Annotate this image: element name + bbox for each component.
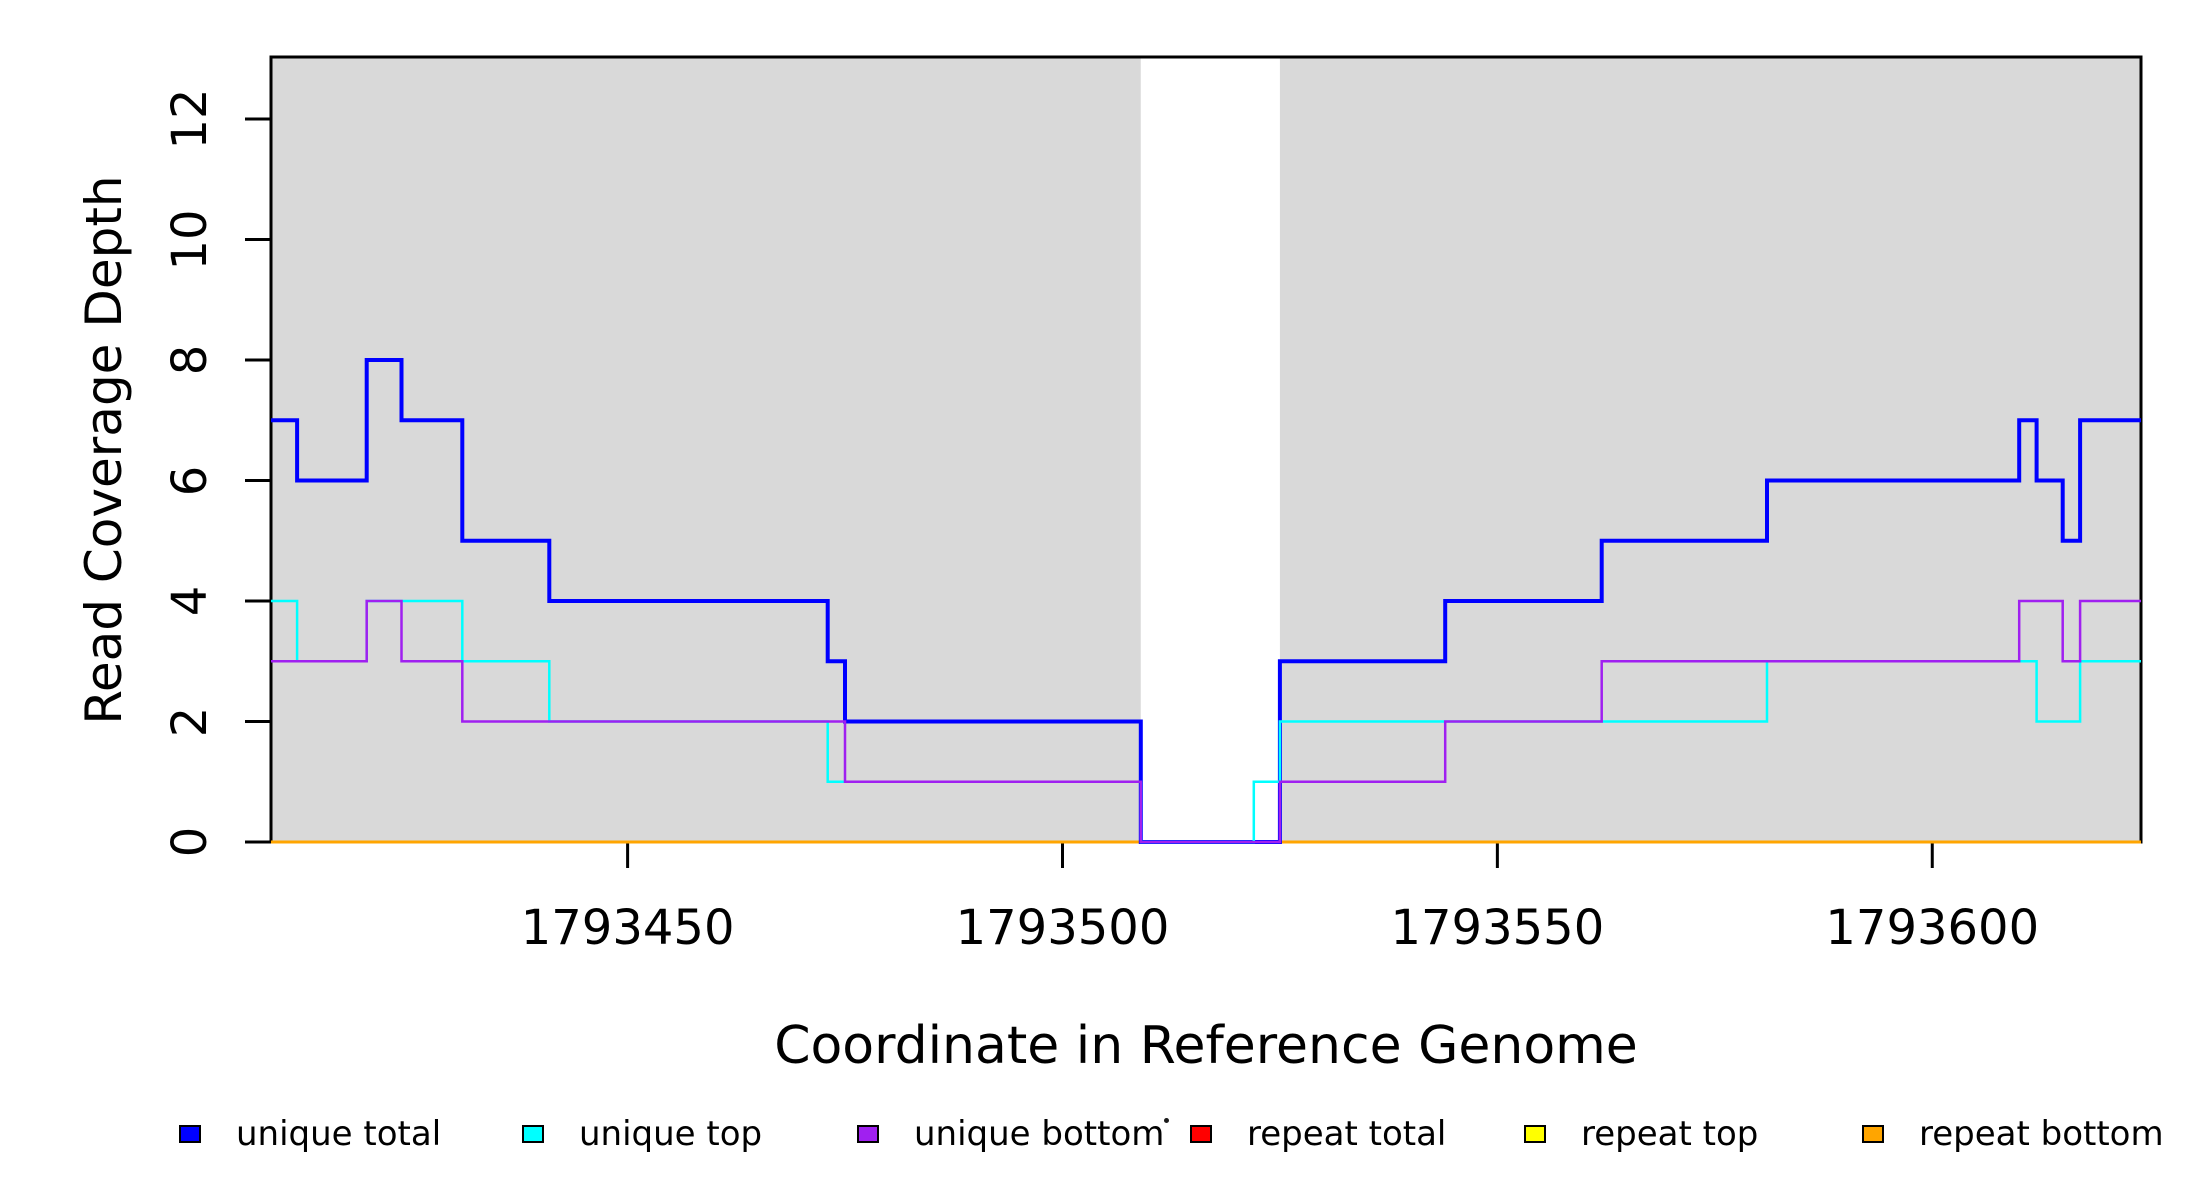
legend-label: repeat bottom xyxy=(1919,1114,2164,1154)
legend-label: repeat top xyxy=(1581,1114,1759,1154)
y-tick-label: 10 xyxy=(162,208,218,271)
x-tick-label: 1793550 xyxy=(1390,900,1605,956)
gray-shading-region xyxy=(271,57,1141,842)
y-tick-label: 2 xyxy=(162,706,218,737)
stray-dot xyxy=(1164,1118,1169,1123)
x-axis-title: Coordinate in Reference Genome xyxy=(774,1016,1638,1076)
y-tick-label: 8 xyxy=(162,344,218,376)
legend-swatch-icon xyxy=(179,1125,201,1143)
legend-swatch-icon xyxy=(1862,1125,1884,1143)
legend-swatch-icon xyxy=(1524,1125,1546,1143)
legend-label: unique total xyxy=(236,1114,442,1154)
legend-swatch-icon xyxy=(857,1125,879,1143)
legend-swatch-icon xyxy=(1190,1125,1212,1143)
x-tick-label: 1793600 xyxy=(1825,900,2040,956)
x-tick-label: 1793450 xyxy=(520,900,735,956)
x-tick-label: 1793500 xyxy=(955,900,1170,956)
series-line-unique-bottom xyxy=(271,599,2141,844)
y-tick-label: 12 xyxy=(162,88,218,150)
y-tick-label: 0 xyxy=(162,826,218,858)
y-tick-label: 6 xyxy=(162,465,218,496)
y-tick-label: 4 xyxy=(162,585,218,617)
legend-label: repeat total xyxy=(1247,1114,1447,1154)
y-axis-title: Read Coverage Depth xyxy=(75,175,133,725)
legend-label: unique bottom xyxy=(914,1114,1165,1154)
legend-label: unique top xyxy=(579,1114,763,1154)
gray-shading-region xyxy=(1279,57,2141,842)
legend-swatch-icon xyxy=(522,1125,544,1143)
